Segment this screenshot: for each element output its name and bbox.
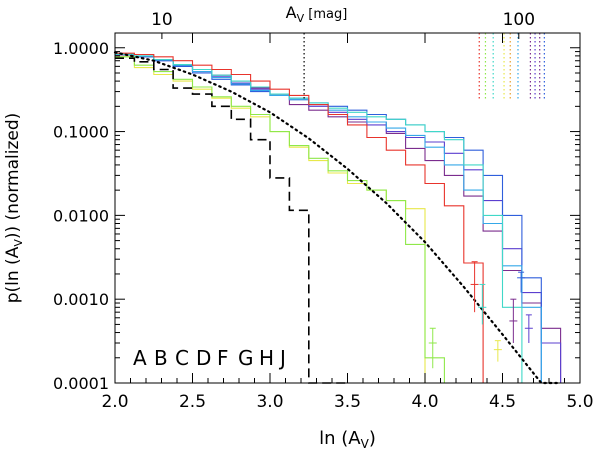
x-tick-label: 3.0 <box>256 392 283 412</box>
series-line-G <box>115 52 503 384</box>
legend-label-D: D <box>196 346 211 370</box>
top-axis-title-unit: [mag] <box>304 7 347 22</box>
series-line-B <box>115 53 562 383</box>
x-tick-label: 2.5 <box>179 392 206 412</box>
legend-label-C: C <box>175 346 189 370</box>
top-tick-label: 10 <box>151 10 173 30</box>
legend-label-A: A <box>133 346 147 370</box>
x-tick-label: 4.0 <box>411 392 438 412</box>
x-axis-title-close: ) <box>369 428 376 449</box>
y-tick-label: 1.0000 <box>53 39 109 58</box>
series-line-A <box>115 54 562 383</box>
x-axis-title-sub: V <box>361 437 370 451</box>
legend-label-H: H <box>259 346 274 370</box>
top-axis-title: AV [mag] <box>286 3 348 25</box>
x-tick-label: 4.5 <box>489 392 516 412</box>
plot-area <box>113 51 562 385</box>
series-line-dashed <box>115 57 348 384</box>
top-tick-label: 100 <box>503 10 535 30</box>
y-tick-label: 0.0100 <box>53 206 109 225</box>
series-line-fit <box>113 51 558 385</box>
y-axis-title-post: )) (normalized) <box>3 113 23 239</box>
legend-label-F: F <box>217 346 229 370</box>
legend-label-J: J <box>278 346 286 370</box>
y-tick-label: 0.0001 <box>53 374 109 393</box>
series-line-J <box>115 56 445 383</box>
x-tick-label: 2.0 <box>101 392 128 412</box>
x-axis-title: ln (AV) <box>319 428 376 451</box>
x-tick-label: 3.5 <box>334 392 361 412</box>
x-tick-label: 5.0 <box>566 392 593 412</box>
y-axis-title: p(ln (AV)) (normalized) <box>3 113 25 304</box>
legend-label-B: B <box>154 346 168 370</box>
y-tick-label: 0.0010 <box>53 290 109 309</box>
y-axis-title-sub: V <box>12 239 25 247</box>
y-tick-label: 0.1000 <box>53 123 109 142</box>
series-line-F <box>115 53 523 383</box>
top-axis-title-sub: V <box>297 12 305 25</box>
legend-label-G: G <box>238 346 254 370</box>
series-line-H <box>115 56 445 384</box>
